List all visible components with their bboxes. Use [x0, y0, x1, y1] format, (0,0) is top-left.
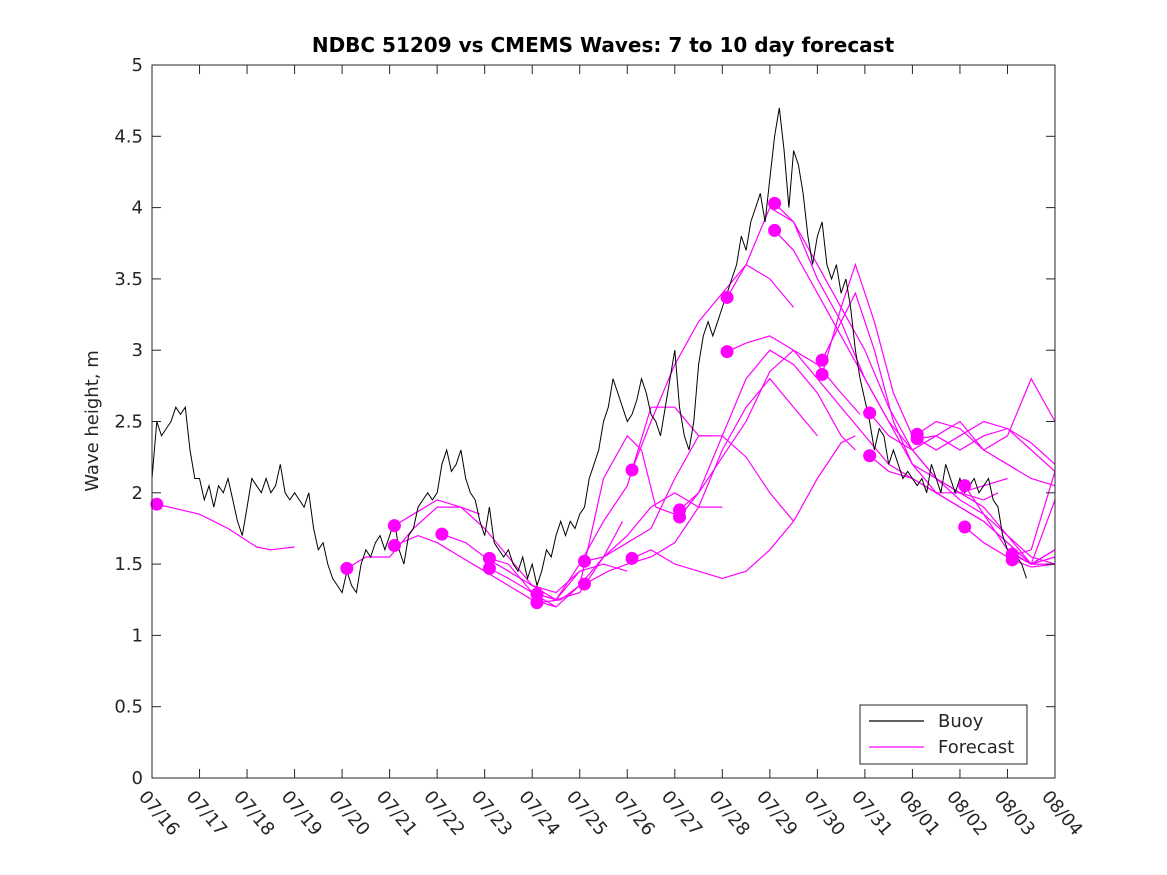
forecast-marker-12 — [625, 551, 639, 565]
y-tick-label-0: 0 — [132, 768, 143, 789]
y-tick-label-10: 5 — [132, 55, 143, 76]
y-tick-label-3: 1.5 — [114, 554, 143, 575]
forecast-line-4 — [441, 521, 624, 601]
forecast-line-24 — [917, 427, 1056, 465]
forecast-marker-22 — [863, 449, 877, 463]
forecast-marker-20 — [815, 367, 829, 381]
forecast-line-19 — [821, 291, 1055, 565]
y-tick-label-1: 0.5 — [114, 697, 143, 718]
forecast-line-27 — [1011, 549, 1056, 565]
forecast-marker-0 — [150, 497, 164, 511]
forecast-marker-18 — [768, 223, 782, 237]
forecast-marker-1 — [340, 561, 354, 575]
forecast-line-2 — [394, 534, 557, 608]
forecast-markers — [150, 196, 1019, 610]
buoy-series — [151, 107, 1027, 594]
forecast-marker-26 — [958, 520, 972, 534]
legend-box — [859, 704, 1028, 765]
forecast-marker-5 — [482, 551, 496, 565]
forecast-line-6 — [489, 434, 676, 608]
y-tick-label-6: 3 — [132, 340, 143, 361]
forecast-line-3 — [394, 499, 581, 594]
forecast-line-28 — [1011, 559, 1056, 568]
forecast-marker-8 — [530, 596, 544, 610]
y-tick-label-9: 4.5 — [114, 126, 143, 147]
buoy-line — [151, 107, 1027, 594]
forecast-line-9 — [584, 435, 795, 562]
forecast-line-23 — [916, 420, 1056, 487]
forecast-marker-4 — [435, 527, 449, 541]
forecast-marker-16 — [720, 345, 734, 359]
legend-label-0: Buoy — [938, 711, 984, 732]
forecast-marker-10 — [577, 577, 591, 591]
y-axis-label: Wave height, m — [82, 350, 103, 491]
forecast-line-7 — [536, 406, 713, 601]
forecast-line-0 — [156, 503, 295, 551]
forecast-marker-15 — [720, 290, 734, 304]
forecast-marker-17 — [768, 196, 782, 210]
forecast-marker-3 — [387, 519, 401, 533]
chart-title: NDBC 51209 vs CMEMS Waves: 7 to 10 day f… — [312, 33, 895, 57]
y-tick-label-2: 1 — [132, 625, 143, 646]
legend-label-1: Forecast — [938, 737, 1014, 758]
forecast-marker-19 — [815, 353, 829, 367]
forecast-marker-11 — [625, 463, 639, 477]
forecast-marker-28 — [1005, 553, 1019, 567]
y-tick-label-7: 3.5 — [114, 269, 143, 290]
forecast-marker-6 — [482, 561, 496, 575]
y-tick-label-5: 2.5 — [114, 412, 143, 433]
forecast-marker-21 — [863, 406, 877, 420]
legend: Buoy Forecast — [859, 704, 1028, 765]
forecast-line-11 — [631, 263, 795, 471]
forecast-line-21 — [869, 377, 1056, 451]
forecast-marker-2 — [387, 539, 401, 553]
forecast-line-13 — [679, 349, 861, 511]
y-tick-label-4: 2 — [132, 483, 143, 504]
forecast-line-12 — [631, 435, 856, 580]
forecast-marker-24 — [910, 432, 924, 446]
forecast-line-10 — [584, 377, 818, 585]
forecast-marker-25 — [958, 479, 972, 493]
forecast-series — [156, 202, 1056, 608]
forecast-marker-9 — [577, 554, 591, 568]
y-tick-label-8: 4 — [132, 198, 143, 219]
forecast-line-22 — [869, 455, 1056, 565]
forecast-line-14 — [679, 349, 856, 518]
forecast-marker-14 — [673, 510, 687, 524]
